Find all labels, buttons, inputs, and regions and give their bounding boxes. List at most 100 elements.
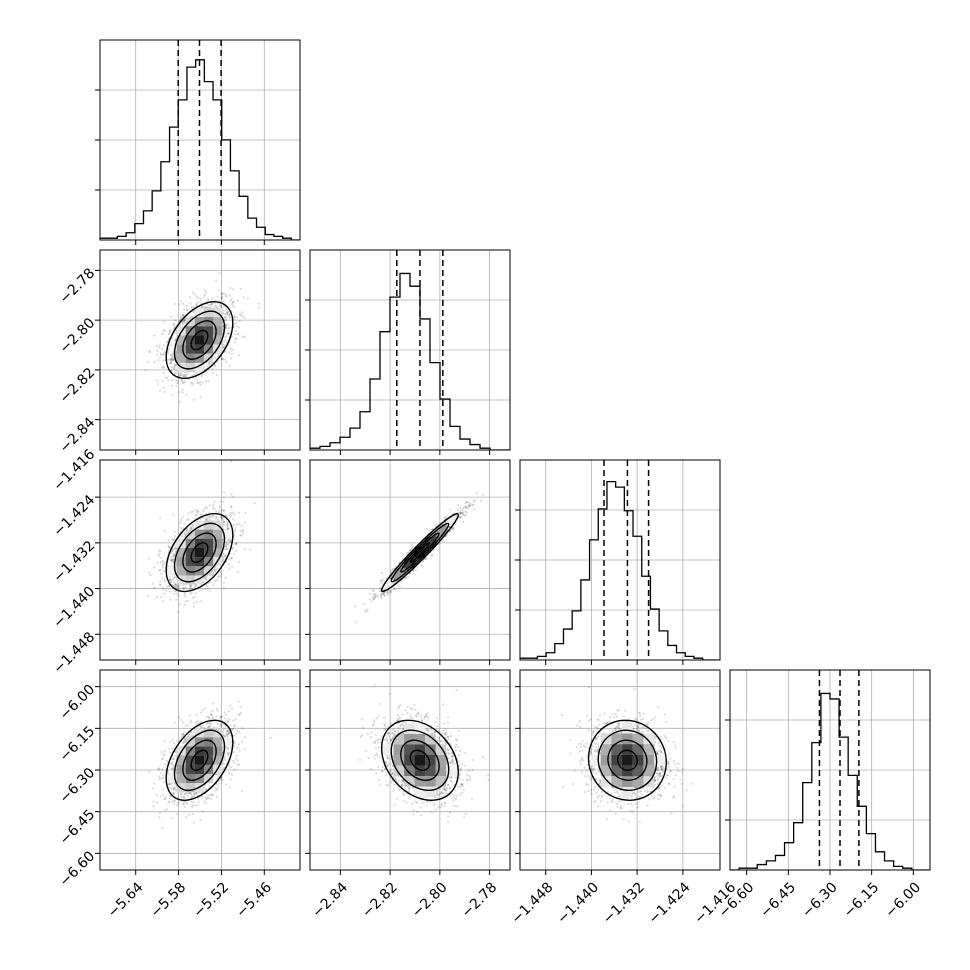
contour-line xyxy=(165,513,234,593)
sample-point xyxy=(214,304,217,308)
sample-point xyxy=(220,509,223,512)
sample-point xyxy=(153,586,156,589)
sample-point xyxy=(213,500,216,503)
sample-point xyxy=(241,528,244,532)
sample-point xyxy=(224,545,228,548)
density-block xyxy=(204,538,214,548)
sample-point xyxy=(448,525,451,528)
sample-point xyxy=(169,357,172,360)
sample-point xyxy=(219,575,222,578)
sample-point xyxy=(365,610,368,613)
sample-point xyxy=(464,514,467,517)
axes-frame xyxy=(99,459,301,661)
sample-point xyxy=(169,360,172,363)
sample-point xyxy=(226,313,229,317)
sample-point xyxy=(178,584,181,587)
sample-point xyxy=(239,530,242,533)
sample-point xyxy=(458,512,462,515)
sample-point xyxy=(225,295,228,298)
sample-point xyxy=(191,524,194,527)
sample-point xyxy=(463,514,466,517)
sample-point xyxy=(159,580,162,583)
sample-point xyxy=(177,585,180,588)
sample-point xyxy=(158,346,161,349)
sample-point xyxy=(227,540,230,543)
sample-point xyxy=(173,575,177,579)
sample-point xyxy=(182,373,186,376)
sample-point xyxy=(425,557,428,560)
sample-point xyxy=(472,503,475,506)
sample-point xyxy=(159,561,163,564)
sample-point xyxy=(193,373,197,376)
sample-point xyxy=(163,578,166,581)
sample-point xyxy=(194,513,198,517)
sample-point xyxy=(174,584,177,587)
sample-point xyxy=(218,504,221,508)
panel-content xyxy=(100,250,300,450)
sample-point xyxy=(170,538,174,541)
sample-point xyxy=(231,302,234,305)
sample-point xyxy=(393,587,396,590)
sample-point xyxy=(205,575,209,578)
sample-point xyxy=(230,352,234,356)
sample-point xyxy=(179,378,183,382)
sample-point xyxy=(213,363,217,366)
sample-point xyxy=(185,308,189,311)
sample-point xyxy=(212,514,215,517)
sample-point xyxy=(167,545,170,548)
sample-point xyxy=(162,588,165,591)
sample-point xyxy=(378,590,382,593)
sample-point xyxy=(173,367,176,370)
sample-point xyxy=(172,359,176,362)
sample-point xyxy=(172,322,175,325)
sample-point xyxy=(222,519,225,522)
sample-point xyxy=(228,294,231,297)
sample-point xyxy=(234,329,237,333)
sample-point xyxy=(174,339,177,342)
sample-point xyxy=(173,530,176,534)
density-block xyxy=(425,536,436,548)
sample-point xyxy=(171,550,174,553)
sample-point xyxy=(184,600,187,603)
sample-point xyxy=(171,357,174,361)
sample-point xyxy=(227,563,230,566)
sample-point xyxy=(208,518,212,521)
sample-point xyxy=(214,569,217,573)
sample-point xyxy=(222,500,225,503)
sample-point xyxy=(174,544,177,547)
sample-point xyxy=(239,534,242,537)
sample-point xyxy=(174,363,178,367)
sample-point xyxy=(233,305,236,308)
y-tick-label: −2.78 xyxy=(57,265,99,307)
sample-point xyxy=(217,354,220,357)
sample-point xyxy=(411,546,414,549)
sample-point xyxy=(192,398,195,401)
sample-point xyxy=(235,316,238,319)
sample-point xyxy=(215,374,219,377)
sample-point xyxy=(186,599,189,603)
y-tick-label: −2.84 xyxy=(57,415,99,457)
sample-point xyxy=(385,591,388,594)
sample-point xyxy=(178,390,181,394)
sample-point xyxy=(222,496,225,499)
sample-point xyxy=(381,592,384,595)
sample-point xyxy=(174,547,177,550)
y-tick-label: −2.82 xyxy=(57,365,99,407)
sample-point xyxy=(214,569,217,572)
density-block xyxy=(194,335,205,345)
sample-point xyxy=(449,529,452,533)
sample-point xyxy=(462,520,465,523)
sample-point xyxy=(374,593,377,596)
sample-point xyxy=(180,323,184,326)
sample-point xyxy=(472,500,475,503)
sample-point xyxy=(193,311,196,314)
sample-point xyxy=(196,511,199,514)
sample-point xyxy=(215,567,218,570)
sample-point xyxy=(172,548,175,551)
sample-point xyxy=(162,359,165,362)
sample-point xyxy=(183,318,186,322)
sample-point xyxy=(180,518,183,521)
sample-point xyxy=(162,570,166,573)
sample-point xyxy=(214,304,217,308)
sample-point xyxy=(181,302,185,305)
